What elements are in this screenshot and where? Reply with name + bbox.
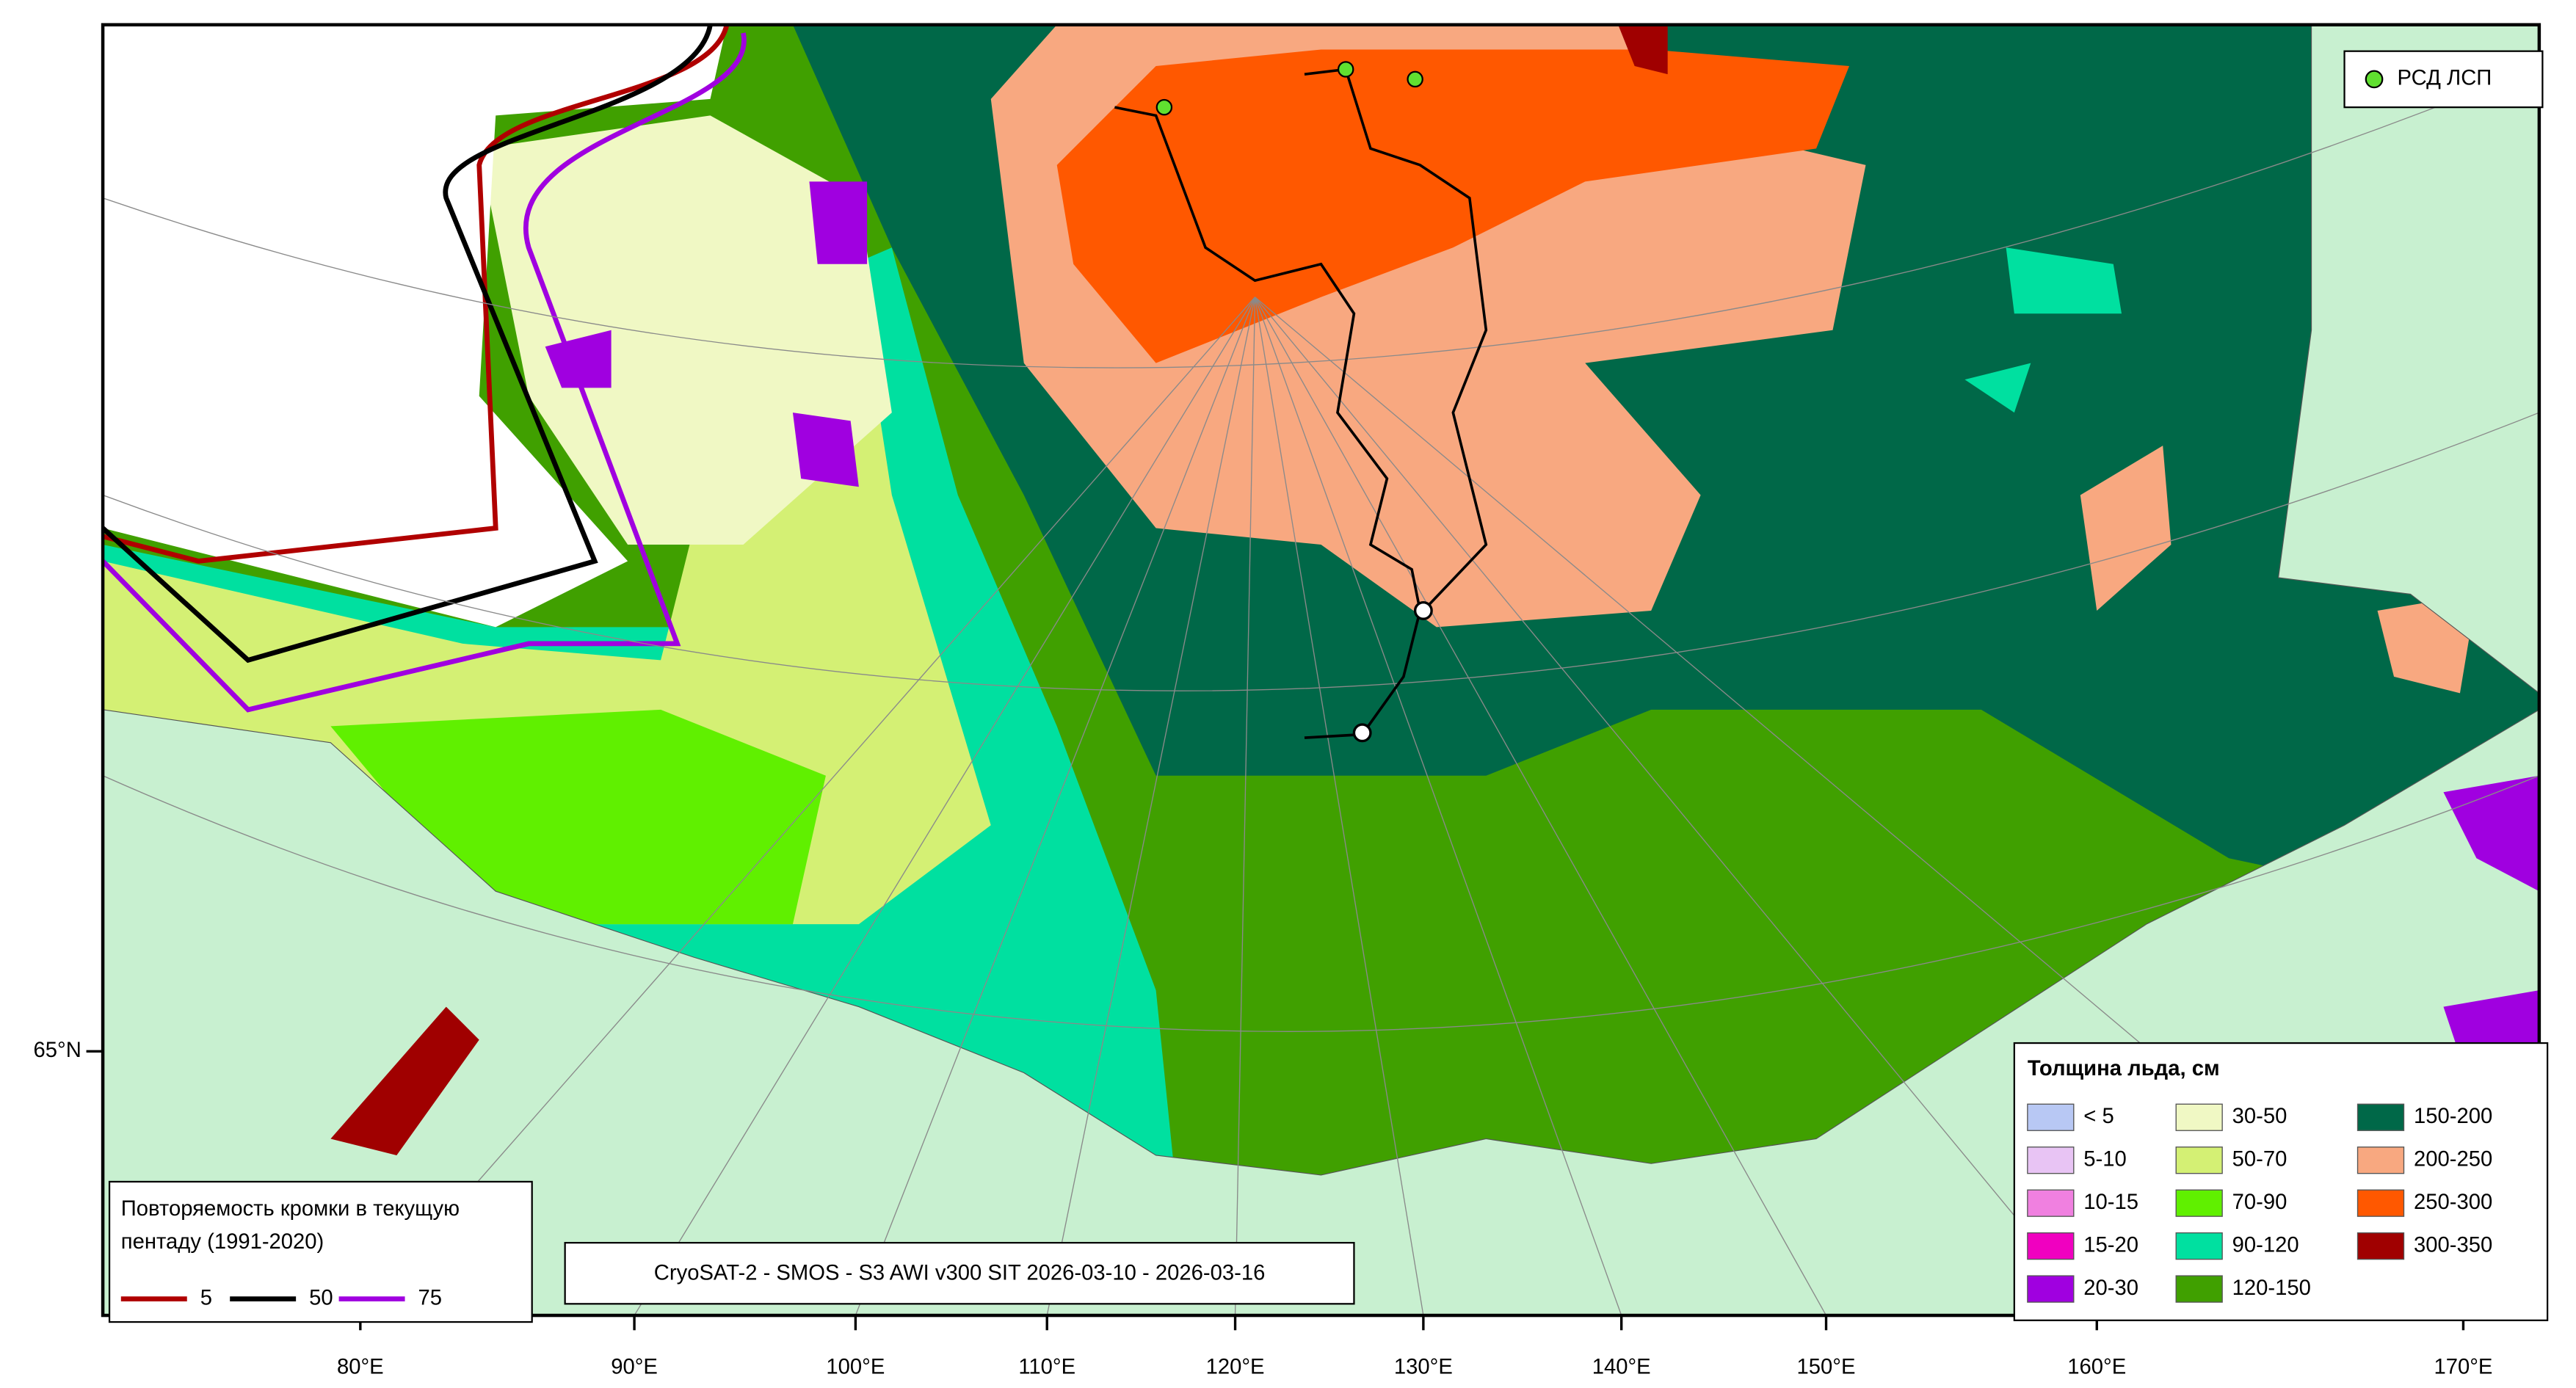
ice-legend-swatch xyxy=(2175,1147,2223,1174)
ice-300-350 xyxy=(1618,24,1668,75)
lon-label: 100°E xyxy=(826,1356,885,1379)
drift-track xyxy=(1114,106,1422,739)
graticule xyxy=(103,65,2539,1316)
ice-legend-label: 20-30 xyxy=(2083,1276,2138,1300)
lon-label: 90°E xyxy=(611,1356,658,1379)
ice-legend-swatch xyxy=(2027,1147,2075,1174)
ice-legend-label: 150-200 xyxy=(2414,1105,2492,1128)
ice-legend-label: 200-250 xyxy=(2414,1147,2492,1171)
rsd-point xyxy=(1407,70,1423,88)
ice-legend-swatch xyxy=(2027,1189,2075,1217)
land xyxy=(103,709,2539,1316)
lon-label: 110°E xyxy=(1018,1356,1075,1379)
marker-legend-symbol xyxy=(2365,70,2384,89)
ice-legend-label: < 5 xyxy=(2083,1105,2114,1128)
ice-legend-swatch xyxy=(2027,1275,2075,1303)
ice-legend-label: 50-70 xyxy=(2232,1147,2287,1171)
ice-legend-swatch xyxy=(2357,1232,2405,1260)
ice-200-250 xyxy=(2080,446,2477,694)
axis-labels: 80°E 90°E 100°E 110°E 120°E 130°E 140°E 150°E 16… xyxy=(34,1039,2493,1379)
lat-label: 65°N xyxy=(34,1039,81,1062)
edge-legend-title: пентаду (1991-2020) xyxy=(121,1230,324,1254)
ice-legend-swatch xyxy=(2357,1147,2405,1174)
ice-20-30 xyxy=(2443,775,2539,1073)
ice-300-350 xyxy=(330,1006,479,1155)
lon-label: 80°E xyxy=(337,1356,384,1379)
drift-track xyxy=(1304,68,1488,612)
lon-label: 170°E xyxy=(2434,1356,2492,1379)
edge-legend-title: Повторяемость кромки в текущую xyxy=(121,1197,460,1221)
ice-legend-swatch xyxy=(2175,1189,2223,1217)
station-point xyxy=(1413,601,1433,620)
ice-legend-label: 10-15 xyxy=(2083,1191,2138,1214)
ice-30-50 xyxy=(479,115,892,545)
edge-line-75 xyxy=(103,32,747,713)
lon-label: 130°E xyxy=(1394,1356,1453,1379)
map-area xyxy=(103,24,2539,1316)
ice-legend-label: 300-350 xyxy=(2414,1233,2492,1257)
lon-label: 160°E xyxy=(2067,1356,2126,1379)
edge-legend-label: 75 xyxy=(418,1286,443,1309)
ice-legend-label: 15-20 xyxy=(2083,1233,2138,1257)
station-point xyxy=(1352,723,1372,743)
ice-legend-swatch xyxy=(2175,1275,2223,1303)
ice-legend-label: 250-300 xyxy=(2414,1191,2492,1214)
edge-legend-label: 5 xyxy=(200,1286,212,1309)
ice-legend-label: 70-90 xyxy=(2232,1191,2287,1214)
rsd-point xyxy=(1337,61,1354,78)
ice-legend-swatch xyxy=(2027,1103,2075,1131)
lon-label: 150°E xyxy=(1797,1356,1856,1379)
source-label: CryoSAT-2 - SMOS - S3 AWI v300 SIT 2026-… xyxy=(654,1262,1266,1285)
ice-legend-swatch xyxy=(2357,1103,2405,1131)
ice-90-120 xyxy=(1964,247,2122,413)
ice-legend-label: 5-10 xyxy=(2083,1147,2126,1171)
ice-legend-swatch xyxy=(2175,1232,2223,1260)
ice-legend-title: Толщина льда, см xyxy=(2028,1057,2220,1080)
ice-legend-swatch xyxy=(2175,1103,2223,1131)
ice-free xyxy=(103,24,728,628)
edge-line-50 xyxy=(103,24,713,664)
ice-legend-box xyxy=(2013,1042,2549,1321)
marker-legend-label: РСД ЛСП xyxy=(2398,67,2492,90)
map-frame xyxy=(101,23,2541,1318)
land xyxy=(2277,24,2539,694)
ice-legend-label: 90-120 xyxy=(2232,1233,2299,1257)
ice-legend-label: 30-50 xyxy=(2232,1105,2287,1128)
ice-legend-swatch xyxy=(2357,1189,2405,1217)
rsd-point xyxy=(1155,98,1173,116)
ice-legend-label: 120-150 xyxy=(2232,1276,2311,1300)
lon-label: 140°E xyxy=(1592,1356,1651,1379)
ice-20-30 xyxy=(545,181,868,487)
lon-label: 120°E xyxy=(1206,1356,1265,1379)
edge-line-5 xyxy=(103,24,730,564)
edge-legend-label: 50 xyxy=(309,1286,333,1309)
legends: Толщина льда, см < 5 5-10 10-15 15-20 20-30 30… xyxy=(108,50,2549,1323)
source-box xyxy=(564,1242,1355,1305)
ice-250-300 xyxy=(1056,49,1849,363)
ice-legend-swatch xyxy=(2027,1232,2075,1260)
